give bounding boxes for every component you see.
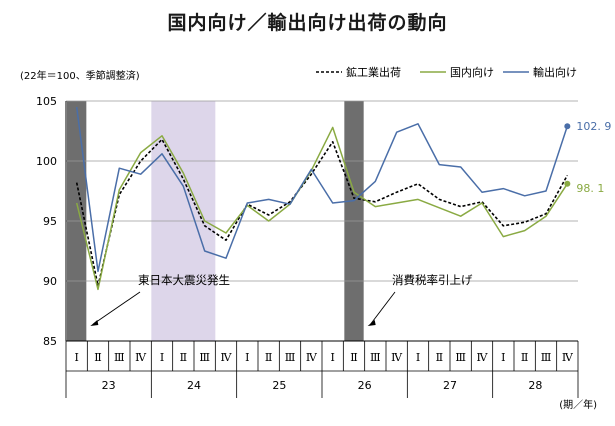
quarter-label: Ⅰ xyxy=(416,351,420,364)
year-label: 24 xyxy=(187,379,201,392)
quarter-label: Ⅳ xyxy=(391,351,403,364)
quarter-label: Ⅰ xyxy=(330,351,334,364)
annotation-arrow xyxy=(93,291,141,325)
end-value-label: 102. 9 xyxy=(576,120,611,133)
quarter-label: Ⅲ xyxy=(285,351,296,364)
quarter-label: Ⅳ xyxy=(221,351,233,364)
quarter-label: Ⅳ xyxy=(562,351,574,364)
year-label: 25 xyxy=(272,379,286,392)
y-tick-label: 90 xyxy=(43,275,57,288)
y-unit-note: (22年＝100、季節調整済) xyxy=(20,69,140,82)
end-point-marker xyxy=(564,123,571,130)
legend-label: 国内向け xyxy=(450,65,494,79)
end-point-marker xyxy=(564,180,571,187)
quarter-label: Ⅲ xyxy=(370,351,381,364)
series-line xyxy=(75,106,569,273)
quarter-label: Ⅱ xyxy=(265,351,272,364)
year-label: 27 xyxy=(443,379,457,392)
chart-title: 国内向け／輸出向け出荷の動向 xyxy=(167,12,448,34)
series-line xyxy=(75,138,568,287)
end-value-label: 98. 1 xyxy=(576,182,604,195)
annotation-label: 東日本大震災発生 xyxy=(138,273,230,287)
annotation-arrow xyxy=(370,291,396,325)
y-tick-label: 100 xyxy=(36,155,57,168)
quarter-label: Ⅰ xyxy=(501,351,505,364)
annotation-arrowhead xyxy=(367,320,376,326)
quarter-label: Ⅲ xyxy=(114,351,125,364)
quarter-label: Ⅱ xyxy=(350,351,357,364)
quarter-label: Ⅳ xyxy=(135,351,147,364)
quarter-label: Ⅳ xyxy=(477,351,489,364)
quarter-label: Ⅳ xyxy=(306,351,318,364)
annotation-label: 消費税率引上げ xyxy=(392,273,473,287)
y-tick-label: 95 xyxy=(43,215,57,228)
legend-label: 鉱工業出荷 xyxy=(346,65,401,79)
x-unit-note: (期／年) xyxy=(559,398,597,411)
quarter-label: Ⅲ xyxy=(199,351,210,364)
series-line xyxy=(75,126,568,291)
legend-label: 輸出向け xyxy=(533,65,577,79)
year-label: 23 xyxy=(102,379,116,392)
quarter-label: Ⅲ xyxy=(455,351,466,364)
quarter-label: Ⅰ xyxy=(160,351,164,364)
quarter-label: Ⅲ xyxy=(541,351,552,364)
quarter-label: Ⅱ xyxy=(436,351,443,364)
quarter-label: Ⅰ xyxy=(245,351,249,364)
annotation-arrowhead xyxy=(90,320,99,326)
quarter-label: Ⅰ xyxy=(74,351,78,364)
quarter-label: Ⅱ xyxy=(180,351,187,364)
quarter-label: Ⅱ xyxy=(521,351,528,364)
y-tick-label: 85 xyxy=(43,335,57,348)
y-tick-label: 105 xyxy=(36,95,57,108)
year-label: 28 xyxy=(528,379,542,392)
quarter-label: Ⅱ xyxy=(94,351,101,364)
year-label: 26 xyxy=(358,379,372,392)
